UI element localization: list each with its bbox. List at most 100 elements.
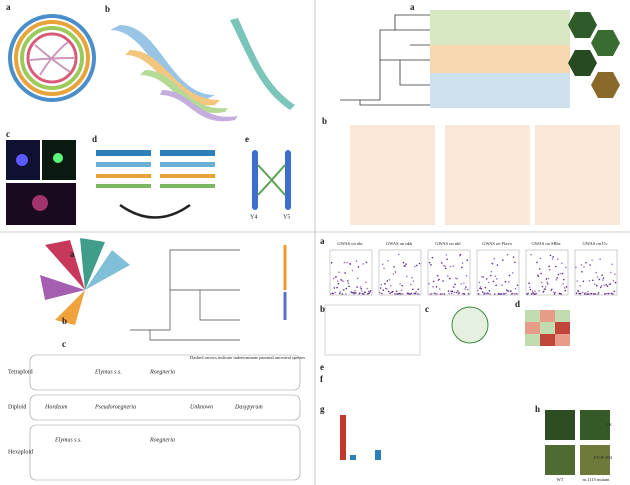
dot: [538, 268, 541, 270]
dot: [595, 284, 598, 287]
dot: [481, 275, 483, 278]
dot: [330, 293, 332, 295]
dot: [504, 292, 506, 295]
dot: [393, 293, 396, 295]
dot: [535, 292, 538, 295]
clade: [55, 290, 85, 325]
dot: [596, 276, 599, 278]
label: UV-B 204: [594, 455, 613, 460]
dot: [587, 290, 589, 293]
dot: [544, 288, 546, 290]
dot: [496, 264, 499, 266]
dot: [454, 283, 456, 286]
dot: [354, 290, 356, 292]
dot: [382, 289, 385, 291]
label: e: [320, 362, 324, 372]
cell: [540, 334, 555, 346]
dot: [599, 286, 602, 289]
dot: [608, 292, 610, 295]
phylogeny-tree: [340, 10, 620, 108]
dot: [528, 286, 531, 288]
track: [96, 150, 151, 156]
plot-frame: [329, 249, 373, 296]
dot: [593, 283, 596, 285]
clade: [40, 275, 85, 300]
label: a: [70, 249, 75, 259]
evolution-diagram: [29, 354, 301, 481]
dot: [416, 293, 419, 295]
dot: [461, 262, 464, 264]
dot: [477, 289, 479, 292]
gwas-details: [324, 304, 610, 475]
dot: [340, 279, 343, 282]
dot: [549, 254, 552, 257]
dot: [409, 293, 411, 295]
dot: [379, 291, 381, 294]
dot: [479, 287, 481, 290]
tracks: [96, 150, 215, 219]
dot: [501, 284, 503, 286]
dot: [555, 278, 558, 281]
photo: [580, 410, 610, 440]
dot: [510, 290, 512, 292]
dot: [465, 286, 467, 288]
dot: [345, 287, 348, 290]
dot: [603, 284, 605, 287]
dot: [338, 271, 340, 274]
clade: [85, 250, 130, 290]
links: [257, 164, 286, 196]
dot: [551, 258, 554, 260]
dot: [402, 261, 405, 264]
dot: [455, 291, 458, 294]
dot: [485, 292, 487, 295]
dot: [550, 288, 553, 291]
dot: [500, 293, 503, 295]
dot: [546, 281, 548, 284]
dot: [537, 275, 540, 277]
hexagon: [568, 50, 597, 76]
dot: [516, 284, 519, 287]
dot: [386, 280, 389, 282]
dot: [344, 272, 346, 274]
dot: [612, 293, 614, 295]
bar: [350, 455, 356, 460]
dot: [554, 291, 556, 294]
dot: [380, 283, 383, 286]
dot: [440, 262, 443, 264]
dot: [381, 292, 383, 295]
dot: [604, 293, 607, 295]
dot: [560, 293, 562, 295]
dot: [613, 290, 615, 293]
label: Pseudoroegneria: [94, 404, 136, 410]
plot-frame: [574, 249, 618, 296]
dot: [357, 277, 359, 280]
label: b: [105, 4, 110, 14]
plot-frame: [476, 249, 520, 296]
dot: [550, 289, 552, 292]
dot: [546, 283, 549, 285]
dot: [398, 292, 401, 295]
label: Y5: [283, 214, 290, 220]
dot: [441, 293, 444, 295]
track: [96, 174, 151, 178]
dot: [594, 293, 597, 295]
dot: [451, 290, 454, 293]
cell: [525, 322, 540, 334]
dot: [580, 264, 583, 266]
dot: [365, 261, 368, 264]
dot: [410, 292, 413, 295]
dot: [335, 275, 338, 278]
dot: [443, 293, 446, 295]
frame: [29, 394, 301, 421]
dot: [478, 281, 481, 284]
dot: [480, 287, 483, 290]
dot: [395, 293, 397, 295]
dot: [597, 293, 599, 295]
dot: [442, 264, 445, 267]
dot: [557, 273, 560, 276]
dot: [561, 262, 563, 265]
label: e: [245, 134, 249, 144]
dot: [452, 286, 455, 288]
